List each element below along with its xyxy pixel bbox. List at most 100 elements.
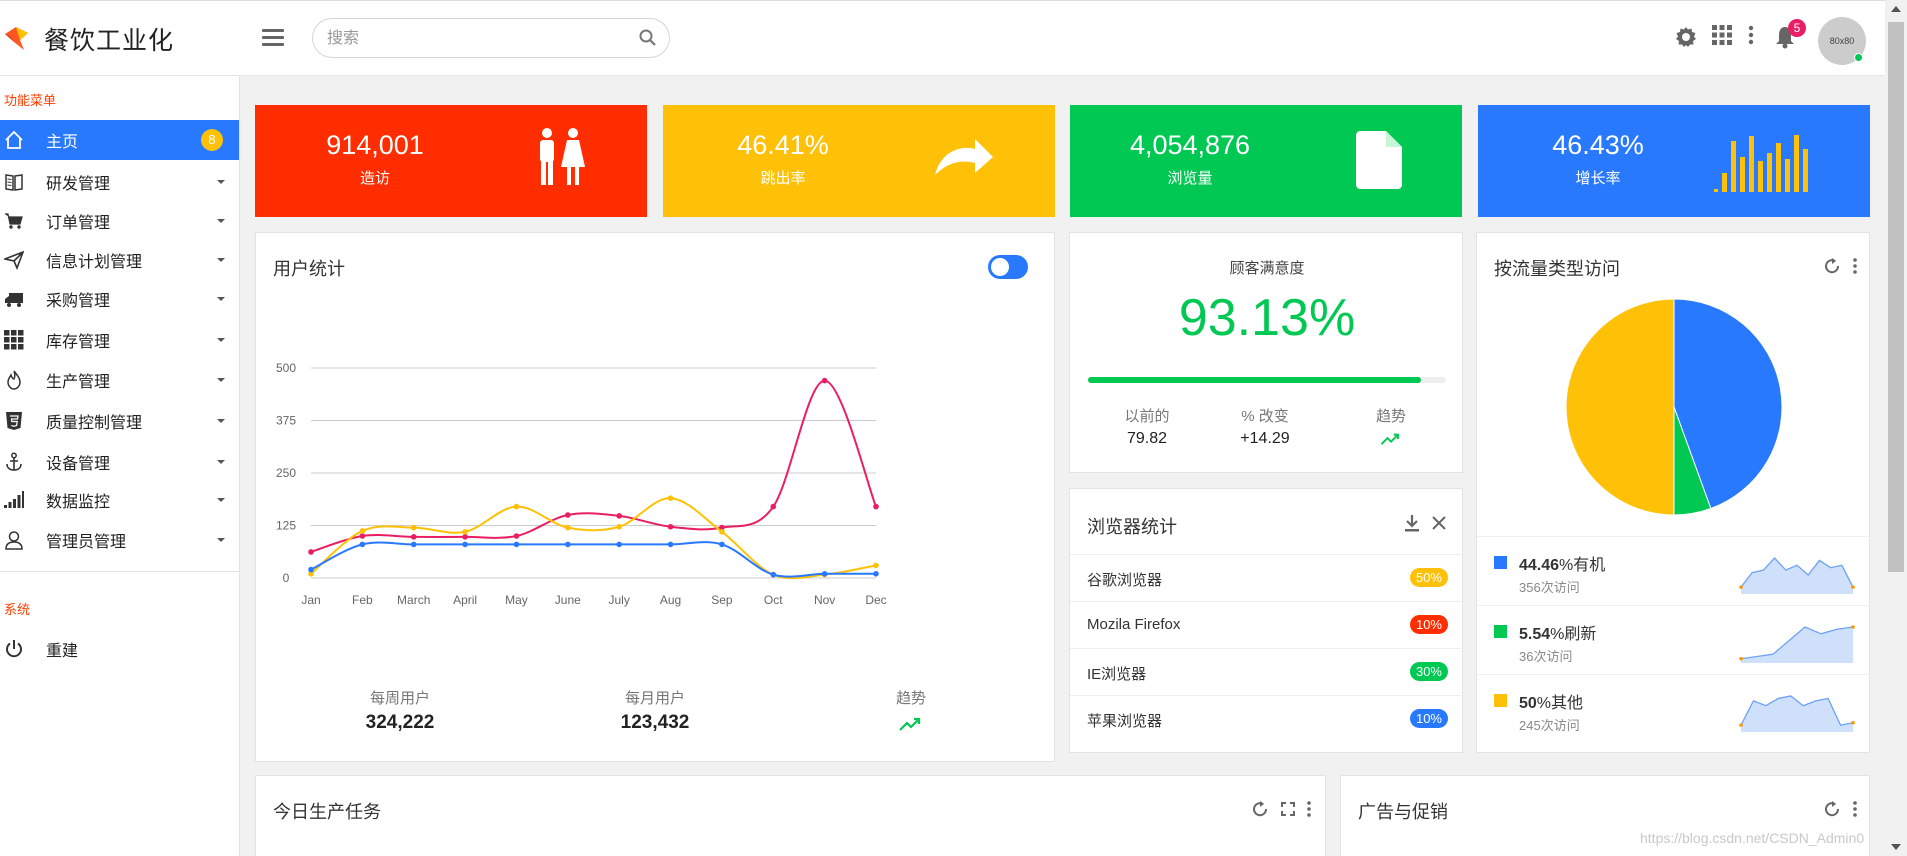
x-tick-label: Nov <box>814 593 835 607</box>
sidebar-item-monitoring[interactable]: 数据监控 <box>0 480 239 520</box>
data-point <box>873 571 879 577</box>
weekly-users-stat: 每周用户 324,222 <box>320 687 480 734</box>
more-vertical-icon[interactable] <box>1748 25 1754 45</box>
file-icon <box>1356 131 1402 189</box>
sparkline <box>1739 625 1855 663</box>
search-input[interactable] <box>327 28 617 50</box>
chevron-down-icon <box>217 338 225 342</box>
chevron-down-icon <box>217 378 225 382</box>
monthly-users-stat: 每月用户 123,432 <box>575 687 735 734</box>
page-scrollbar[interactable] <box>1885 0 1907 856</box>
x-tick-label: Aug <box>660 593 681 607</box>
brand[interactable]: 餐饮工业化 <box>0 1 240 77</box>
scroll-thumb[interactable] <box>1888 22 1904 572</box>
x-tick-label: Dec <box>865 593 886 607</box>
data-point <box>359 533 366 539</box>
card-title: 浏览器统计 <box>1087 517 1177 537</box>
more-vertical-icon[interactable] <box>1853 258 1857 274</box>
sidebar-item-purchase[interactable]: 采购管理 <box>0 279 239 319</box>
traffic-row[interactable]: 5.54%刷新 36次访问 <box>1477 605 1871 674</box>
sidebar-item-inventory[interactable]: 库存管理 <box>0 320 239 360</box>
data-point <box>667 523 674 530</box>
scroll-up-icon[interactable] <box>1891 6 1901 12</box>
data-point <box>873 503 879 510</box>
more-vertical-icon[interactable] <box>1853 801 1857 817</box>
sidebar-item-production[interactable]: 生产管理 <box>0 360 239 400</box>
sidebar-item-label: 管理员管理 <box>46 534 127 551</box>
sidebar-item-rnd[interactable]: 研发管理 <box>0 162 239 202</box>
y-tick-label: 125 <box>276 519 296 533</box>
pie-slice <box>1565 298 1675 516</box>
more-vertical-icon[interactable] <box>1307 801 1311 817</box>
traffic-visits: 356次访问 <box>1519 580 1580 595</box>
refresh-icon[interactable] <box>1823 257 1841 275</box>
tile-pageviews[interactable]: 4,054,876 浏览量 <box>1070 105 1462 217</box>
sparkline-line <box>1740 626 1854 660</box>
stat-value: 79.82 <box>1126 430 1168 447</box>
change-stat: % 改变 +14.29 <box>1215 405 1315 448</box>
browser-row[interactable]: 苹果浏览器 10% <box>1070 695 1464 742</box>
apps-grid-icon[interactable] <box>1712 25 1732 45</box>
sidebar-item-rebuild[interactable]: 重建 <box>0 629 239 669</box>
sidebar-item-label: 设备管理 <box>46 456 111 473</box>
traffic-row[interactable]: 50%其他 245次访问 <box>1477 674 1871 743</box>
sparkline-area <box>1741 558 1853 594</box>
browser-row[interactable]: Mozila Firefox 10% <box>1070 601 1464 648</box>
data-point <box>308 571 314 577</box>
grid-icon <box>3 329 25 351</box>
notification-badge: 5 <box>1788 19 1806 37</box>
traffic-row[interactable]: 44.46%有机 356次访问 <box>1477 536 1871 605</box>
sidebar-item-label: 质量控制管理 <box>46 415 143 432</box>
refresh-icon[interactable] <box>1251 800 1269 818</box>
data-point <box>308 566 314 573</box>
stat-value: 123,432 <box>620 712 690 733</box>
data-point <box>565 524 571 531</box>
browser-name: Mozila Firefox <box>1087 616 1181 633</box>
y-tick-label: 500 <box>276 361 296 375</box>
tile-visits[interactable]: 914,001 造访 <box>255 105 647 217</box>
sidebar-section-title: 功能菜单 <box>4 93 57 108</box>
menu-toggle-icon[interactable] <box>262 29 284 47</box>
tile-bounce-rate[interactable]: 46.41% 跳出率 <box>663 105 1055 217</box>
sidebar-item-equipment[interactable]: 设备管理 <box>0 442 239 482</box>
browser-percent-badge: 10% <box>1409 709 1448 728</box>
data-point <box>513 541 520 548</box>
power-icon <box>3 638 25 660</box>
sparkline-line <box>1740 695 1854 726</box>
card-title: 今日生产任务 <box>273 802 381 822</box>
tile-growth-rate[interactable]: 46.43% 增长率 <box>1478 105 1870 217</box>
scroll-down-icon[interactable] <box>1891 844 1901 850</box>
download-icon[interactable] <box>1404 514 1420 532</box>
gear-icon[interactable] <box>1674 25 1698 49</box>
chart-toggle-switch[interactable] <box>988 255 1028 279</box>
chevron-down-icon <box>217 460 225 464</box>
sidebar-item-label: 数据监控 <box>46 494 111 511</box>
browser-row[interactable]: IE浏览器 30% <box>1070 648 1464 695</box>
data-point <box>308 549 314 555</box>
data-point <box>873 562 879 569</box>
refresh-icon[interactable] <box>1823 800 1841 818</box>
stat-label: 每周用户 <box>369 690 430 707</box>
trending-up-icon <box>1380 433 1399 445</box>
tile-label: 浏览量 <box>1167 170 1213 187</box>
sidebar-item-orders[interactable]: 订单管理 <box>0 201 239 241</box>
sidebar-item-plans[interactable]: 信息计划管理 <box>0 240 239 280</box>
sidebar-item-quality[interactable]: 质量控制管理 <box>0 401 239 441</box>
y-tick-label: 0 <box>283 571 290 585</box>
tile-label: 造访 <box>359 170 390 187</box>
sidebar-item-admins[interactable]: 管理员管理 <box>0 520 239 560</box>
sidebar-item-home[interactable]: 主页 8 <box>0 120 239 160</box>
sidebar-item-label: 主页 <box>46 134 79 151</box>
browser-row[interactable]: 谷歌浏览器 50% <box>1070 554 1464 601</box>
tile-value: 46.43% <box>1552 130 1644 160</box>
data-point <box>513 503 520 510</box>
search-icon[interactable] <box>639 29 657 47</box>
fullscreen-icon[interactable] <box>1281 802 1295 816</box>
x-tick-label: Sep <box>711 593 733 607</box>
browser-percent-badge: 50% <box>1409 568 1448 587</box>
avatar[interactable]: 80x80 <box>1818 17 1866 65</box>
sparkline-area <box>1741 696 1853 732</box>
data-point <box>770 503 777 510</box>
data-point <box>719 541 725 548</box>
close-icon[interactable] <box>1432 516 1446 530</box>
